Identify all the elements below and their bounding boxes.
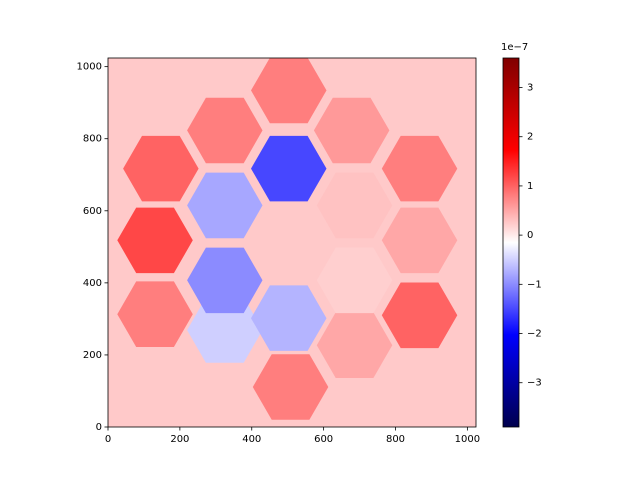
- mirror-segment: [187, 172, 263, 239]
- x-tick-label: 200: [170, 434, 189, 445]
- x-tick-label: 400: [242, 434, 261, 445]
- colorbar-offset-label: 1e−7: [501, 42, 528, 53]
- y-tick-label: 400: [83, 278, 102, 289]
- mirror-segment: [313, 97, 390, 164]
- y-tick-label: 600: [83, 206, 102, 217]
- mirror-segment: [251, 58, 327, 124]
- colorbar: [502, 57, 520, 428]
- mirror-segment: [316, 312, 393, 378]
- mirror-segment: [187, 247, 263, 314]
- mirror-segment: [187, 97, 263, 164]
- segments: [117, 58, 458, 420]
- y-tick-label: 200: [83, 350, 102, 361]
- x-tick-label: 1000: [455, 434, 480, 445]
- mirror-segment: [187, 297, 263, 363]
- colorbar-tick-label: 3: [527, 83, 533, 94]
- mirror-segment: [381, 282, 458, 349]
- mirror-segment: [381, 207, 458, 274]
- mirror-segment: [316, 172, 393, 239]
- colorbar-tick-label: −3: [527, 378, 542, 389]
- colorbar-tick-label: 2: [527, 132, 533, 143]
- mirror-segment: [117, 281, 193, 347]
- colorbar-tick-label: −2: [527, 329, 542, 340]
- x-tick-label: 0: [105, 434, 111, 445]
- mirror-segment: [117, 207, 193, 274]
- mirror-segment: [123, 135, 199, 202]
- x-tick-label: 800: [386, 434, 405, 445]
- colorbar-tick-label: 1: [527, 181, 533, 192]
- y-tick-label: 0: [96, 422, 102, 433]
- colorbar-tick-label: −1: [527, 279, 542, 290]
- colorbar-tick-label: 0: [527, 230, 533, 241]
- mirror-segment: [251, 135, 327, 202]
- mirror-segment: [381, 135, 458, 202]
- mirror-segment: [252, 354, 329, 420]
- y-tick-label: 800: [83, 134, 102, 145]
- plot-frame: [107, 57, 477, 428]
- mirror-segment: [316, 247, 393, 314]
- y-tick-label: 1000: [77, 62, 102, 73]
- mirror-segment: [251, 285, 327, 351]
- x-tick-label: 600: [314, 434, 333, 445]
